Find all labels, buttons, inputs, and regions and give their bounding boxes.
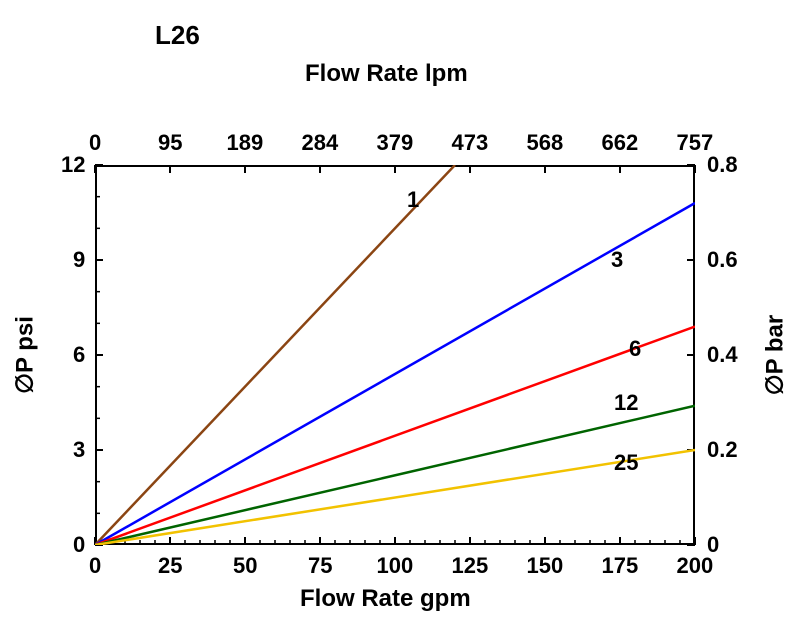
series-line-6	[95, 327, 695, 546]
y-right-tick-label: 0.8	[707, 152, 738, 178]
x-bottom-tick-label: 100	[377, 553, 414, 579]
x-top-tick-label: 568	[527, 130, 564, 156]
chart-container: L26 Flow Rate gpm Flow Rate lpm ∅P psi ∅…	[0, 0, 798, 642]
x-top-tick-label: 662	[602, 130, 639, 156]
y-right-tick-label: 0	[707, 532, 719, 558]
x-top-axis-label: Flow Rate lpm	[305, 60, 468, 88]
x-bottom-tick-label: 125	[452, 553, 489, 579]
series-label-6: 6	[629, 336, 641, 362]
x-top-tick-label: 284	[302, 130, 339, 156]
x-top-tick-label: 379	[377, 130, 414, 156]
x-bottom-tick-label: 175	[602, 553, 639, 579]
series-line-3	[95, 203, 695, 545]
y-right-axis-label: ∅P bar	[761, 315, 790, 396]
y-right-tick-label: 0.4	[707, 342, 738, 368]
x-bottom-tick-label: 50	[233, 553, 257, 579]
y-left-tick-label: 3	[73, 437, 85, 463]
series-line-25	[95, 450, 695, 545]
y-left-axis-label: ∅P psi	[11, 316, 40, 394]
series-label-12: 12	[614, 390, 638, 416]
x-top-tick-label: 189	[227, 130, 264, 156]
y-left-tick-label: 12	[61, 152, 85, 178]
y-right-tick-label: 0.6	[707, 247, 738, 273]
series-line-1	[95, 165, 455, 545]
x-bottom-axis-label: Flow Rate gpm	[300, 585, 471, 613]
y-left-tick-label: 6	[73, 342, 85, 368]
x-bottom-tick-label: 25	[158, 553, 182, 579]
series-label-1: 1	[407, 187, 419, 213]
x-top-tick-label: 0	[89, 130, 101, 156]
x-bottom-tick-label: 0	[89, 553, 101, 579]
series-label-3: 3	[611, 247, 623, 273]
series-line-12	[95, 406, 695, 545]
y-right-tick-label: 0.2	[707, 437, 738, 463]
y-left-tick-label: 9	[73, 247, 85, 273]
x-bottom-tick-label: 150	[527, 553, 564, 579]
x-top-tick-label: 473	[452, 130, 489, 156]
series-label-25: 25	[614, 450, 638, 476]
x-top-tick-label: 95	[158, 130, 182, 156]
chart-svg	[0, 0, 798, 642]
y-left-tick-label: 0	[73, 532, 85, 558]
x-bottom-tick-label: 75	[308, 553, 332, 579]
